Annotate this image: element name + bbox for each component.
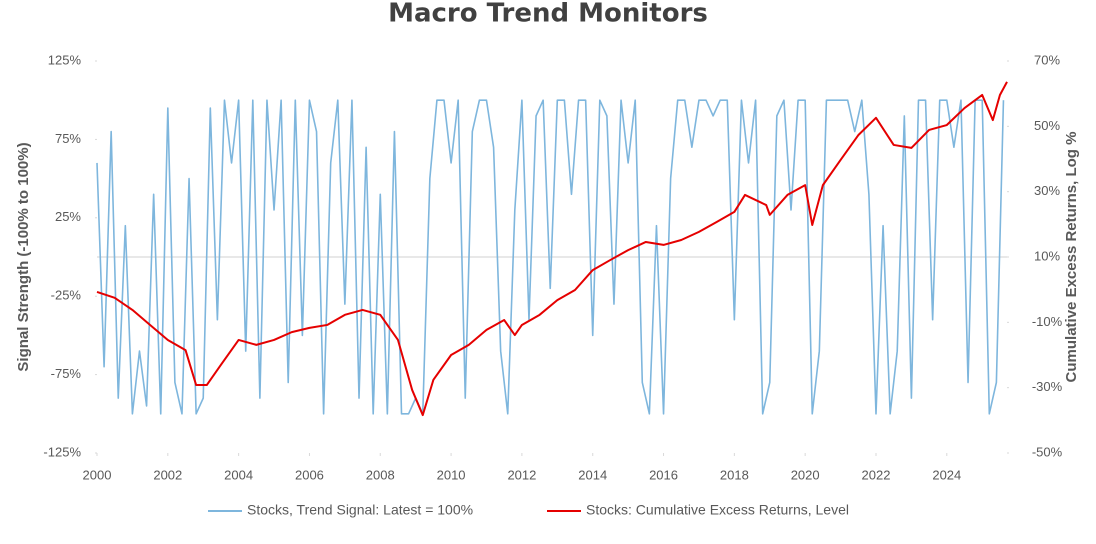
x-tick-label: 2022 <box>862 467 891 482</box>
legend-label: Stocks, Trend Signal: Latest = 100% <box>247 502 473 518</box>
y-tick-label: 125% <box>48 52 82 67</box>
x-tick-label: 2014 <box>578 467 607 482</box>
y2-tick-label: 10% <box>1034 248 1060 263</box>
legend-label: Stocks: Cumulative Excess Returns, Level <box>586 502 849 518</box>
y-tick-label: -125% <box>43 444 81 459</box>
x-tick-label: 2000 <box>83 467 112 482</box>
series-line <box>96 99 1005 415</box>
x-tick-label: 2008 <box>366 467 395 482</box>
x-tick-label: 2024 <box>932 467 961 482</box>
x-tick-label: 2020 <box>791 467 820 482</box>
y2-tick-label: 30% <box>1034 183 1060 198</box>
x-tick-label: 2016 <box>649 467 678 482</box>
y-tick-label: 25% <box>55 209 81 224</box>
y-tick-label: 75% <box>55 131 81 146</box>
y-tick-label: -25% <box>51 288 82 303</box>
x-tick-label: 2006 <box>295 467 324 482</box>
series-line <box>96 81 1008 417</box>
x-tick-label: 2018 <box>720 467 749 482</box>
y2-axis-title: Cumulative Excess Returns, Log % <box>1063 132 1080 383</box>
y2-tick-label: -30% <box>1032 379 1063 394</box>
x-tick-label: 2002 <box>153 467 182 482</box>
y-tick-label: -75% <box>51 366 82 381</box>
x-tick-label: 2010 <box>437 467 466 482</box>
y2-tick-label: -10% <box>1032 314 1063 329</box>
y-axis-title: Signal Strength (-100% to 100%) <box>15 142 32 371</box>
chart-title: Macro Trend Monitors <box>388 0 708 29</box>
y2-tick-label: 70% <box>1034 52 1060 67</box>
x-tick-label: 2004 <box>224 467 253 482</box>
y2-tick-label: 50% <box>1034 118 1060 133</box>
y2-tick-label: -50% <box>1032 444 1063 459</box>
x-tick-label: 2012 <box>507 467 536 482</box>
